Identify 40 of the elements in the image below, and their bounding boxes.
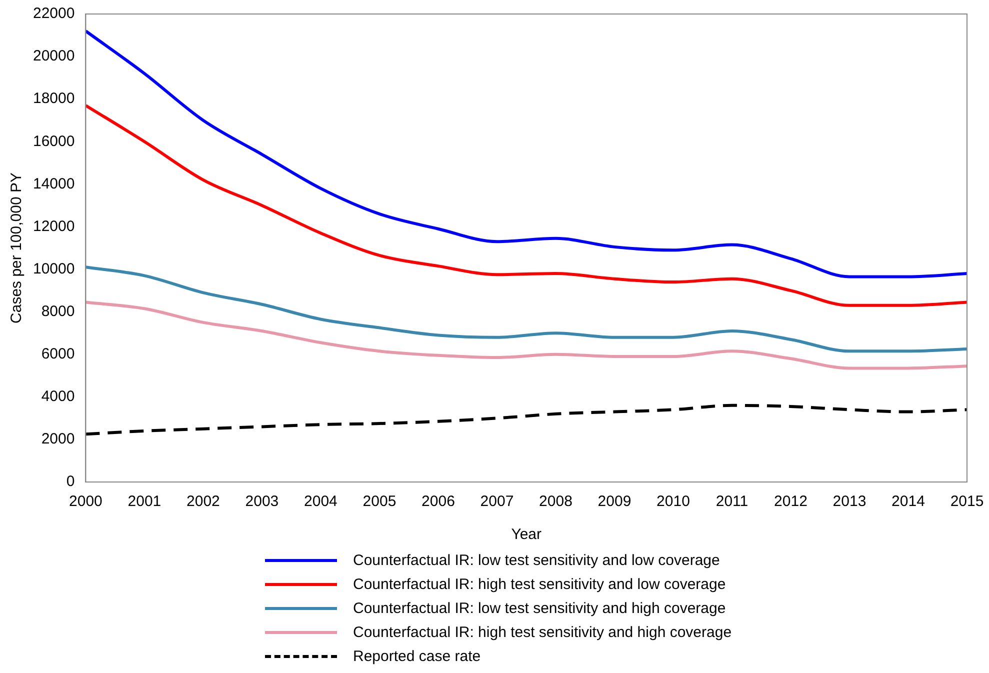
x-tick-label: 2004 <box>304 493 338 510</box>
legend-label: Counterfactual IR: low test sensitivity and high coverage <box>353 600 726 616</box>
x-tick-label: 2007 <box>480 493 514 510</box>
legend-label: Reported case rate <box>353 648 481 664</box>
legend-label: Counterfactual IR: low test sensitivity and low coverage <box>353 552 720 568</box>
line-series <box>86 104 967 307</box>
y-tick-label: 16000 <box>32 132 75 150</box>
x-tick-label: 2011 <box>716 493 748 510</box>
line-series <box>86 300 967 370</box>
legend-label: Counterfactual IR: high test sensitivity and high coverage <box>353 624 732 640</box>
y-tick-label: 14000 <box>32 175 75 192</box>
y-tick-label: 20000 <box>32 48 75 65</box>
line-series <box>86 266 967 353</box>
line-series <box>86 30 967 278</box>
x-tick-label: 2009 <box>598 493 632 510</box>
y-tick-label: 10000 <box>32 260 75 278</box>
x-tick-label: 2008 <box>539 493 572 510</box>
x-tick-label: 2003 <box>245 493 279 510</box>
x-axis-title: Year <box>511 526 542 544</box>
y-tick-label: 18000 <box>32 90 75 108</box>
x-tick-label: 2013 <box>832 493 866 510</box>
x-tick-label: 2002 <box>186 493 220 510</box>
y-tick-label: 6000 <box>41 346 75 363</box>
y-tick-label: 8000 <box>41 302 75 320</box>
legend-label: Counterfactual IR: high test sensitivity and low coverage <box>353 576 726 592</box>
x-tick-label: 2006 <box>422 493 455 510</box>
x-tick-label: 2010 <box>656 493 690 510</box>
x-tick-label: 2000 <box>69 493 102 510</box>
y-tick-label: 12000 <box>32 218 75 235</box>
x-tick-label: 2012 <box>774 493 808 510</box>
y-tick-label: 2000 <box>41 430 75 448</box>
y-axis-title: Cases per 100,000 PY <box>8 172 26 324</box>
y-tick-label: 22000 <box>32 5 75 22</box>
y-tick-label: 0 <box>66 473 75 490</box>
x-tick-label: 2014 <box>892 493 925 510</box>
y-tick-label: 4000 <box>41 388 75 406</box>
line-series <box>86 404 967 436</box>
x-tick-label: 2005 <box>362 493 396 510</box>
x-tick-label: 2015 <box>950 493 984 510</box>
x-tick-label: 2001 <box>128 493 162 510</box>
